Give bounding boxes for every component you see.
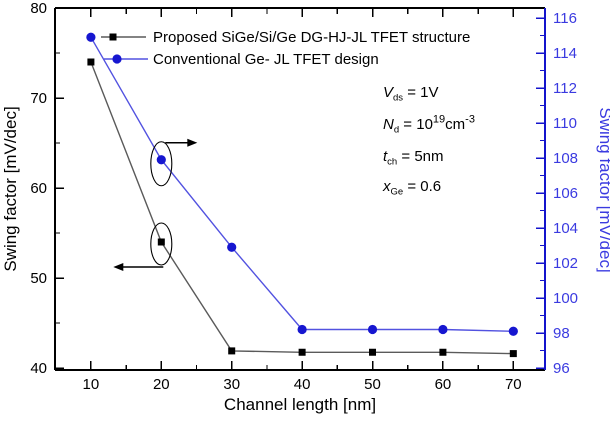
legend-square-marker-icon [109, 33, 117, 41]
annotation-vds: Vds = 1V [383, 84, 439, 104]
series-line [90, 61, 514, 355]
circle-marker-icon [367, 324, 378, 335]
y-right-tick-label: 112 [553, 80, 577, 97]
square-marker-icon [369, 348, 377, 356]
y-left-tick-label: 40 [30, 360, 47, 377]
plot-frame [54, 7, 546, 371]
y-left-axis-title: Swing factor [mV/dec] [1, 106, 20, 271]
x-axis-tick-label: 70 [505, 376, 522, 393]
callout-ellipse [150, 222, 173, 266]
x-axis-title: Channel length [nm] [224, 395, 376, 414]
callout-right-axis [150, 138, 198, 187]
y-left-tick-label: 70 [30, 90, 47, 107]
series-line [90, 36, 514, 332]
y-right-tick-label: 96 [553, 360, 570, 377]
x-axis-tick-label: 60 [435, 376, 452, 393]
square-marker-icon [157, 238, 165, 246]
y-right-tick-label: 102 [553, 255, 578, 272]
right-arrowhead-icon [187, 138, 198, 147]
y-right-tick-label: 98 [553, 325, 570, 342]
callout-left-axis [113, 222, 173, 271]
legend-label: Proposed SiGe/Si/Ge DG-HJ-JL TFET struct… [153, 29, 470, 46]
y-right-tick-label: 104 [553, 220, 578, 237]
annotation-tch: tch = 5nm [383, 148, 444, 168]
series-conventional [86, 32, 518, 336]
annotation-nd: Nd = 1019cm-3 [383, 114, 475, 136]
circle-marker-icon [438, 324, 448, 335]
legend: Proposed SiGe/Si/Ge DG-HJ-JL TFET struct… [101, 29, 470, 68]
x-axis: 10 20 30 40 50 60 70 [83, 8, 522, 393]
square-marker-icon [87, 58, 95, 66]
circle-marker-icon [297, 324, 307, 335]
y-right-tick-label: 114 [553, 45, 577, 62]
left-arrowhead-icon [113, 263, 124, 271]
callout-ellipse [150, 141, 173, 187]
circle-marker-icon [227, 242, 237, 252]
series-proposed [87, 58, 517, 358]
x-axis-tick-label: 40 [294, 376, 311, 393]
y-right-axis-title: Swing factor [mV/dec] [596, 107, 610, 272]
x-axis-tick-label: 20 [153, 376, 170, 393]
square-marker-icon [298, 348, 306, 356]
square-marker-icon [509, 350, 517, 358]
legend-entry-proposed: Proposed SiGe/Si/Ge DG-HJ-JL TFET struct… [101, 29, 470, 46]
square-marker-icon [228, 347, 236, 355]
x-axis-tick-label: 10 [83, 376, 100, 393]
legend-label: Conventional Ge- JL TFET design [153, 51, 379, 68]
legend-circle-marker-icon [112, 54, 122, 64]
y-right-tick-label: 110 [553, 115, 577, 132]
y-left-tick-label: 50 [30, 270, 47, 287]
circle-marker-icon [508, 326, 518, 336]
circle-marker-icon [156, 155, 166, 165]
annotation-xge: xGe = 0.6 [382, 178, 441, 198]
y-axis-left: 40 50 60 70 80 [30, 0, 64, 377]
circle-marker-icon [86, 32, 96, 42]
legend-entry-conventional: Conventional Ge- JL TFET design [104, 51, 379, 68]
y-right-tick-label: 116 [553, 10, 577, 27]
y-right-tick-label: 106 [553, 185, 578, 202]
y-axis-right: 96 98 100 102 104 106 108 110 112 114 116 [536, 10, 578, 377]
y-right-tick-label: 108 [553, 150, 578, 167]
x-axis-tick-label: 50 [364, 376, 381, 393]
x-axis-tick-label: 30 [223, 376, 240, 393]
y-left-tick-label: 80 [30, 0, 47, 17]
square-marker-icon [439, 348, 447, 356]
y-right-tick-label: 100 [553, 290, 578, 307]
y-left-tick-label: 60 [30, 180, 47, 197]
